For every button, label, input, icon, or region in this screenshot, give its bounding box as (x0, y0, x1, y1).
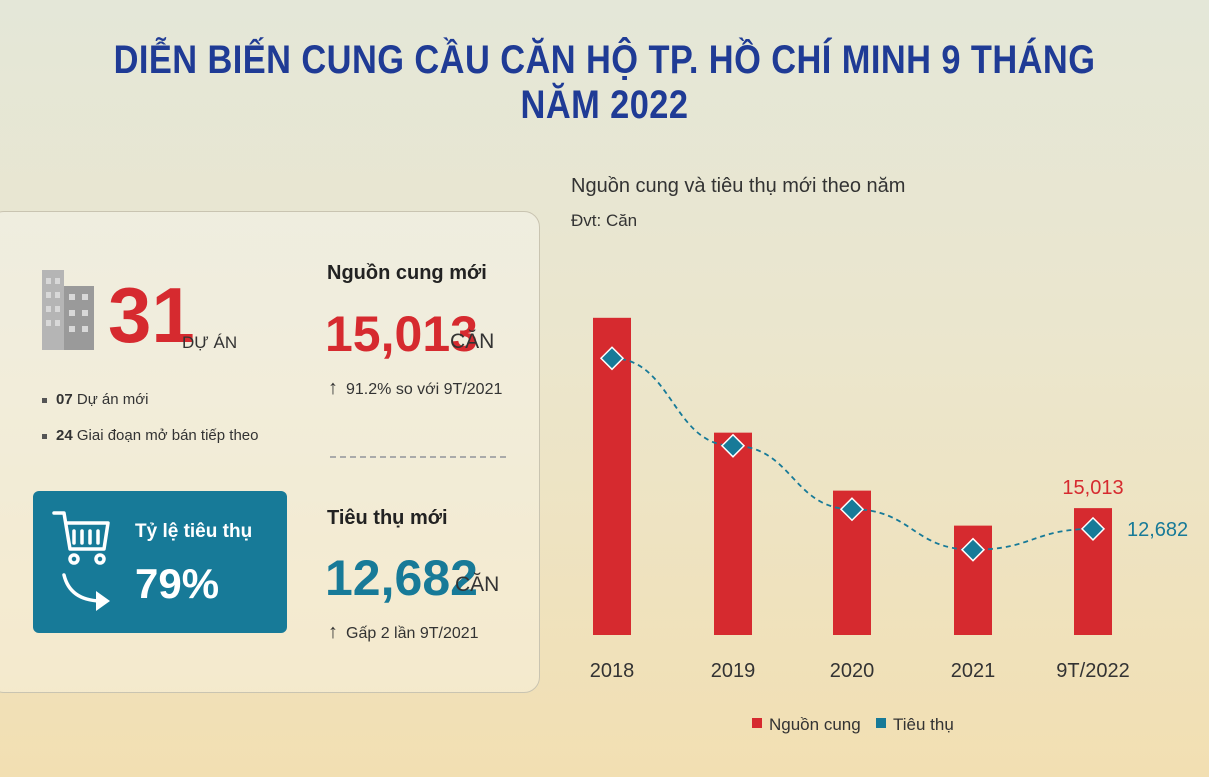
projects-count: 31 (108, 271, 195, 359)
consumption-rate-label: Tỷ lệ tiêu thụ (135, 521, 253, 542)
arrow-up-icon: ↑ (328, 621, 338, 643)
x-tick-label: 9T/2022 (1056, 660, 1129, 682)
sales-point-2021 (960, 537, 986, 562)
sales-point-2020 (839, 497, 865, 522)
sales-point-2018 (599, 346, 625, 371)
cart-icon (52, 511, 110, 611)
bar-2018 (593, 317, 631, 635)
list-item: 07 Dự án mới (42, 391, 148, 408)
projects-unit: DỰ ÁN (182, 333, 238, 352)
legend-label: Nguồn cung (769, 715, 861, 734)
chart-subtitle: Đvt: Căn (571, 211, 638, 230)
supply-data-label: 15,013 (1062, 477, 1123, 499)
chart-title: Nguồn cung và tiêu thụ mới theo năm (571, 175, 906, 197)
sales-data-label: 12,682 (1127, 519, 1188, 541)
x-tick-label: 2019 (711, 660, 756, 682)
x-tick-label: 2018 (590, 660, 635, 682)
list-item: 24 Giai đoạn mở bán tiếp theo (42, 427, 258, 444)
supply-note: ↑ 91.2% so với 9T/2021 (328, 377, 503, 399)
sales-value: 12,682 (325, 550, 478, 606)
sales-point-9T/2022 (1080, 516, 1106, 541)
divider (330, 456, 506, 458)
bullet-icon (42, 433, 47, 439)
sales-note: ↑ Gấp 2 lần 9T/2021 (328, 621, 479, 643)
legend-label: Tiêu thụ (893, 715, 954, 734)
building-icon (42, 270, 94, 350)
bar-2019 (714, 432, 752, 635)
legend-swatch (752, 718, 762, 728)
supply-value: 15,013 (325, 306, 478, 362)
page-title: DIỄN BIẾN CUNG CẦU CĂN HỘ TP. HỒ CHÍ MIN… (113, 38, 1096, 127)
consumption-rate-value: 79% (135, 560, 220, 607)
bullet-icon (42, 397, 47, 403)
supply-label: Nguồn cung mới (327, 262, 487, 284)
sales-point-2019 (720, 433, 746, 458)
sales-label: Tiêu thụ mới (327, 507, 448, 529)
x-tick-label: 2021 (951, 660, 996, 682)
legend-swatch (876, 718, 886, 728)
arrow-up-icon: ↑ (328, 377, 338, 399)
x-tick-label: 2020 (830, 660, 875, 682)
supply-unit: CĂN (450, 330, 495, 353)
sales-unit: CĂN (455, 573, 500, 596)
